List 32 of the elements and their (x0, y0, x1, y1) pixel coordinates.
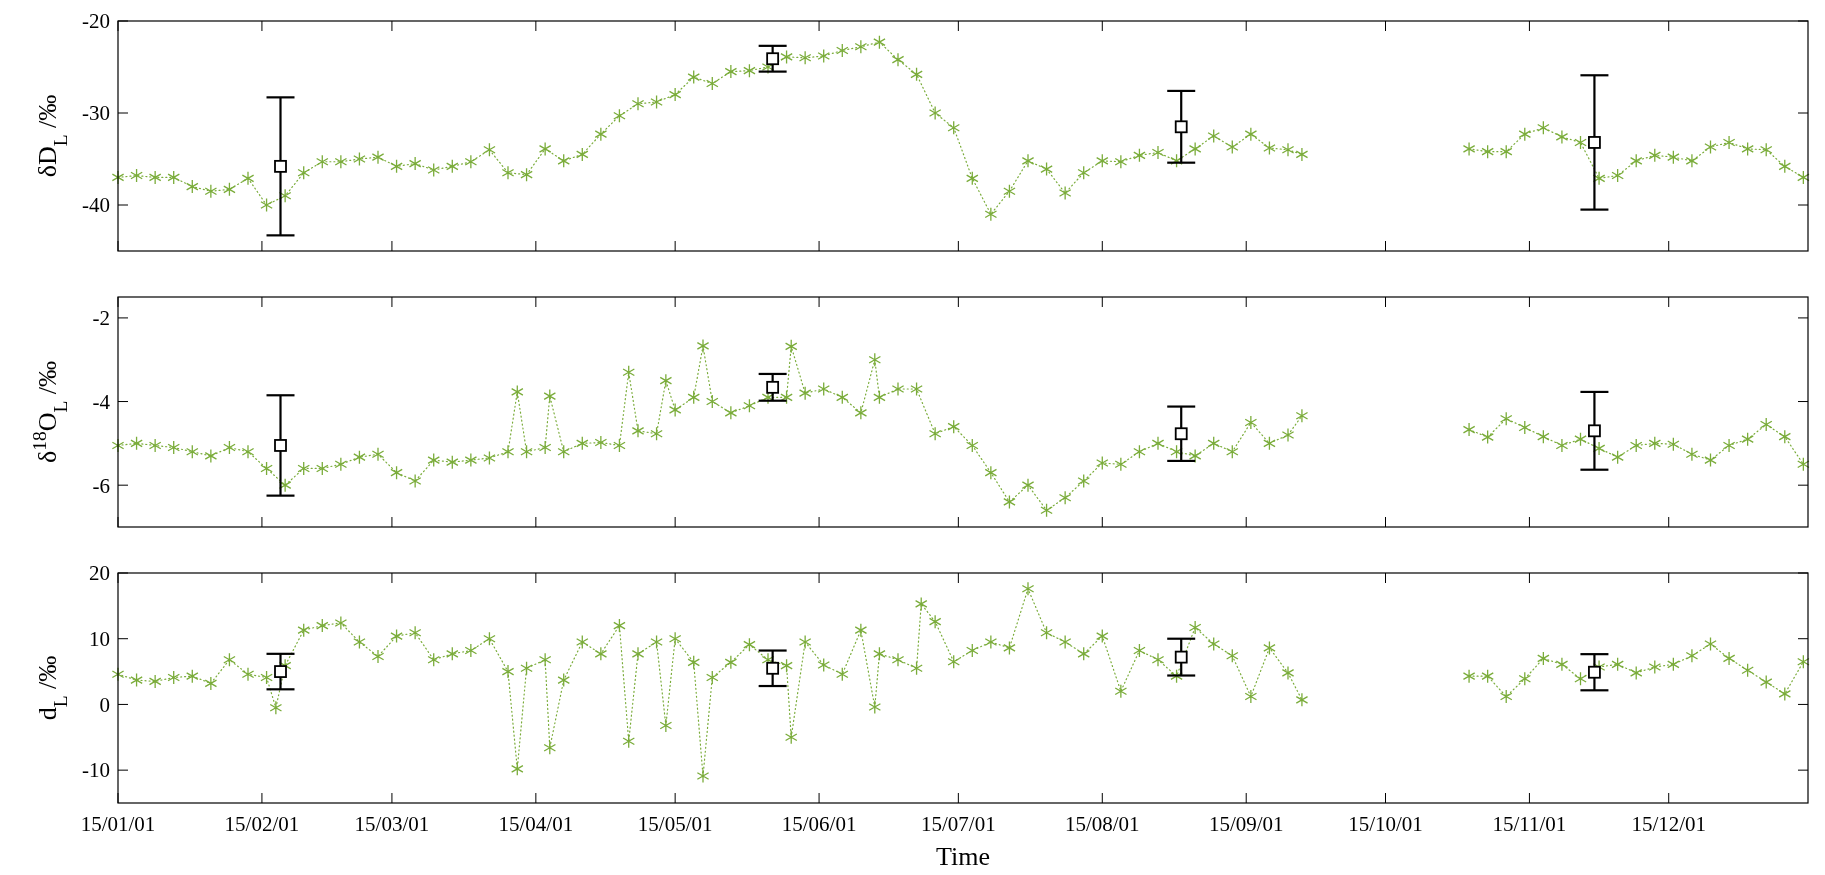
x-tick-label: 15/12/01 (1631, 812, 1707, 836)
x-tick-label: 15/04/01 (498, 812, 574, 836)
point (766, 661, 780, 675)
point (274, 439, 287, 452)
x-tick-label: 15/11/01 (1492, 812, 1567, 836)
point (1174, 427, 1188, 441)
point (1174, 650, 1188, 664)
x-tick-label: 15/02/01 (224, 812, 300, 836)
y-tick-label: -6 (92, 473, 110, 498)
point (1174, 120, 1188, 134)
point (766, 52, 780, 66)
y-tick-label: -20 (82, 9, 110, 34)
x-tick-label: 15/07/01 (921, 812, 996, 836)
x-tick-label: 15/06/01 (781, 812, 857, 836)
x-tick-label: 15/01/01 (80, 812, 156, 836)
y-tick-label: -4 (92, 389, 111, 414)
point (766, 380, 780, 394)
x-tick-label: 15/08/01 (1064, 812, 1140, 836)
x-tick-label: 15/10/01 (1348, 812, 1423, 836)
y-tick-label: 20 (89, 561, 110, 586)
y-tick-label: 0 (99, 692, 110, 717)
x-tick-label: 15/03/01 (354, 812, 430, 836)
x-tick-label: 15/09/01 (1208, 812, 1284, 836)
x-axis-title: Time (936, 842, 990, 871)
y-tick-label: 10 (89, 627, 110, 652)
point (274, 159, 287, 173)
y-tick-label: -30 (82, 101, 110, 126)
x-tick-label: 15/05/01 (637, 812, 713, 836)
point (274, 665, 287, 678)
y-tick-label: -10 (82, 758, 110, 783)
y-tick-label: -2 (92, 306, 110, 331)
y-tick-label: -40 (82, 193, 110, 218)
